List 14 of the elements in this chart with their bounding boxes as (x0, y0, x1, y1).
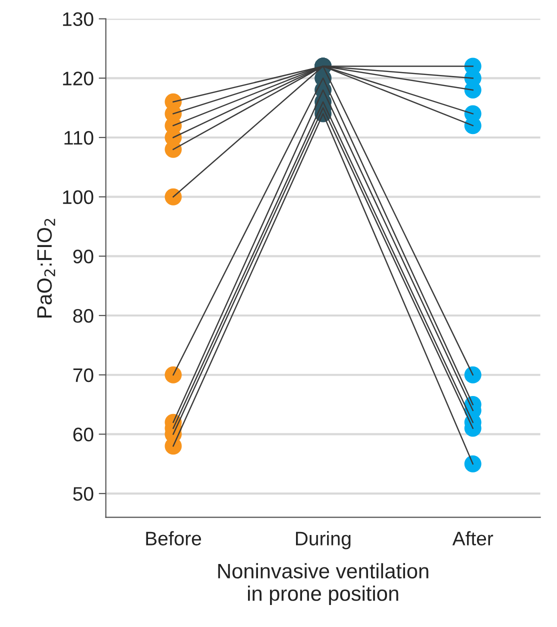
y-tick-label: 50 (73, 487, 94, 501)
y-tick-label: 100 (63, 190, 94, 204)
y-tick-label: 120 (63, 72, 94, 86)
y-tick-label: 80 (73, 308, 94, 323)
x-tick-label: After (452, 531, 494, 546)
y-axis-title: PaO$_{2}$:FIO$_{2}$ (37, 218, 56, 318)
y-tick-label: 60 (73, 428, 94, 442)
x-axis-title: Noninvasive ventilation in prone position (218, 563, 428, 606)
x-tick-label: Before (146, 531, 202, 546)
x-tick-label: During (296, 531, 350, 550)
y-tick-label: 90 (73, 250, 94, 264)
y-tick-label: 110 (64, 130, 94, 145)
y-tick-label: 70 (73, 368, 94, 382)
y-tick-label: 130 (63, 12, 94, 26)
